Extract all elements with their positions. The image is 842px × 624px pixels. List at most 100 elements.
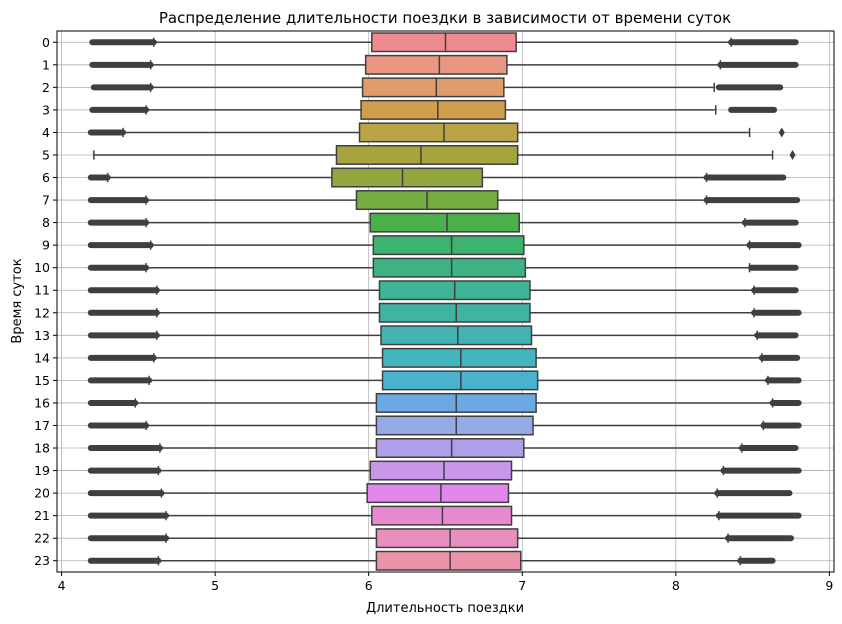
- y-tick-label: 12: [34, 305, 50, 320]
- y-tick-label: 15: [34, 373, 50, 388]
- box-hour-1: [89, 54, 799, 75]
- x-tick-label: 9: [825, 578, 833, 593]
- box-iqr: [366, 483, 510, 504]
- outliers-high: [789, 149, 796, 160]
- outliers-low: [87, 467, 162, 474]
- x-tick-label: 4: [58, 578, 66, 593]
- outliers-high: [728, 39, 799, 46]
- y-tick-label: 6: [42, 170, 50, 185]
- box-iqr: [372, 257, 527, 278]
- outliers-low: [87, 490, 165, 497]
- outliers-high: [760, 422, 802, 429]
- y-tick-label: 17: [34, 418, 50, 433]
- y-tick-label: 9: [42, 238, 50, 253]
- y-tick-label: 19: [34, 463, 50, 478]
- box-iqr: [369, 212, 520, 233]
- chart-title: Распределение длительности поездки в зав…: [159, 9, 731, 27]
- y-tick-label: 20: [34, 486, 50, 501]
- outliers-high: [758, 354, 801, 361]
- y-tick-label: 8: [42, 215, 50, 230]
- x-axis-label: Длительность поездки: [366, 601, 524, 616]
- outliers-low: [87, 197, 150, 204]
- outliers-low: [87, 399, 139, 406]
- box-hour-14: [87, 347, 801, 368]
- box-hour-21: [87, 505, 802, 526]
- outliers-low: [87, 377, 153, 384]
- y-tick-label: 14: [34, 350, 50, 365]
- outliers-low: [87, 287, 160, 294]
- box-iqr: [380, 325, 533, 346]
- outliers-low: [87, 332, 160, 339]
- y-tick-label: 1: [42, 57, 50, 72]
- box-iqr: [361, 77, 505, 98]
- outliers-low: [90, 84, 154, 91]
- box-hour-20: [87, 483, 793, 504]
- box-hour-23: [87, 550, 776, 571]
- y-tick-label: 23: [34, 553, 50, 568]
- box-iqr: [335, 144, 519, 165]
- box-iqr: [375, 438, 525, 459]
- outliers-low: [87, 354, 157, 361]
- y-tick-label: 7: [42, 193, 50, 208]
- outliers-high: [715, 512, 802, 519]
- y-tick-label: 0: [42, 35, 50, 50]
- box-iqr: [369, 460, 513, 481]
- outliers-low: [87, 309, 160, 316]
- y-tick-label: 13: [34, 328, 50, 343]
- box-hour-3: [89, 99, 778, 120]
- outliers-high: [751, 287, 799, 294]
- box-hour-19: [87, 460, 802, 481]
- box-iqr: [331, 167, 484, 188]
- box-hour-0: [89, 32, 799, 53]
- outliers-high: [769, 399, 802, 406]
- x-tick-label: 5: [211, 578, 219, 593]
- outliers-low: [89, 106, 150, 113]
- box-iqr: [381, 370, 539, 391]
- outliers-low: [87, 219, 150, 226]
- outliers-low: [87, 557, 162, 564]
- box-iqr: [372, 235, 525, 256]
- outliers-low: [87, 129, 127, 136]
- box-iqr: [381, 347, 537, 368]
- y-tick-label: 22: [34, 531, 50, 546]
- outliers-low: [87, 512, 170, 519]
- box-iqr: [371, 505, 513, 526]
- outliers-high: [746, 242, 802, 249]
- box-iqr: [364, 54, 508, 75]
- box-hour-8: [87, 212, 799, 233]
- y-tick-label: 5: [42, 147, 50, 162]
- outliers-high: [764, 377, 802, 384]
- outliers-high: [778, 127, 785, 138]
- box-iqr: [358, 122, 519, 143]
- outliers-low: [87, 535, 170, 542]
- box-hour-18: [87, 438, 799, 459]
- outliers-high: [738, 445, 799, 452]
- outliers-high: [754, 332, 799, 339]
- box-iqr: [378, 302, 531, 323]
- plot-frame: [56, 30, 835, 573]
- outliers-high: [748, 264, 799, 271]
- x-tick-label: 8: [672, 578, 680, 593]
- y-tick-label: 16: [34, 395, 50, 410]
- outliers-high: [720, 467, 802, 474]
- outliers-high: [714, 490, 793, 497]
- box-hour-12: [87, 302, 802, 323]
- outliers-low: [87, 174, 111, 181]
- box-iqr: [371, 32, 517, 53]
- box-hour-4: [87, 122, 785, 143]
- outliers-low: [87, 422, 150, 429]
- box-hour-2: [90, 77, 784, 98]
- outliers-high: [715, 84, 784, 91]
- box-iqr: [375, 415, 534, 436]
- outliers-low: [89, 39, 157, 46]
- box-hour-10: [87, 257, 799, 278]
- y-tick-label: 18: [34, 441, 50, 456]
- box-hour-9: [87, 235, 802, 256]
- box-hour-17: [87, 415, 802, 436]
- outliers-low: [87, 242, 154, 249]
- box-hour-11: [87, 280, 799, 301]
- outliers-high: [728, 106, 778, 113]
- outliers-high: [703, 197, 801, 204]
